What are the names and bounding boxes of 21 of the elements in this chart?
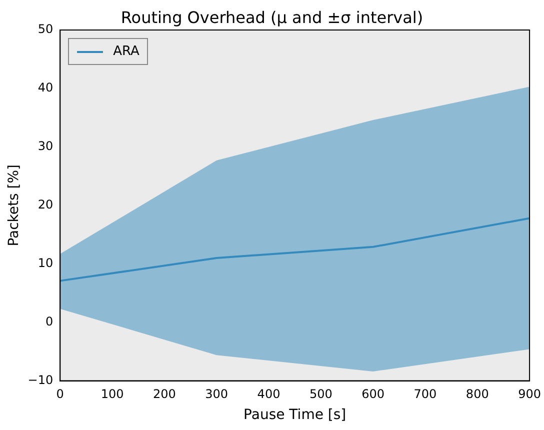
y-tick-label: 20 (38, 198, 54, 212)
x-tick-label: 600 (362, 387, 385, 402)
y-axis-title: Packets [%] (6, 164, 22, 246)
x-axis-title: Pause Time [s] (244, 407, 346, 424)
x-tick-label: 800 (466, 387, 489, 402)
y-tick-label: 10 (38, 256, 54, 270)
x-tick-label: 0 (56, 387, 64, 402)
x-tick-label: 100 (100, 387, 124, 402)
chart-title: Routing Overhead (μ and ±σ interval) (120, 8, 424, 27)
x-tick-label: 500 (309, 387, 332, 402)
y-tick-label: 30 (38, 139, 54, 154)
y-tick-label: 50 (38, 22, 54, 36)
x-tick-label: 300 (205, 387, 228, 402)
legend-label: ARA (113, 44, 140, 59)
y-tick-label: 40 (38, 80, 54, 95)
x-tick-label: 200 (152, 387, 176, 402)
x-tick-label: 900 (518, 387, 541, 402)
y-tick-label: −10 (28, 372, 54, 387)
x-tick-label: 700 (414, 387, 437, 402)
x-tick-label: 400 (257, 387, 280, 402)
y-tick-label: 0 (45, 314, 54, 328)
